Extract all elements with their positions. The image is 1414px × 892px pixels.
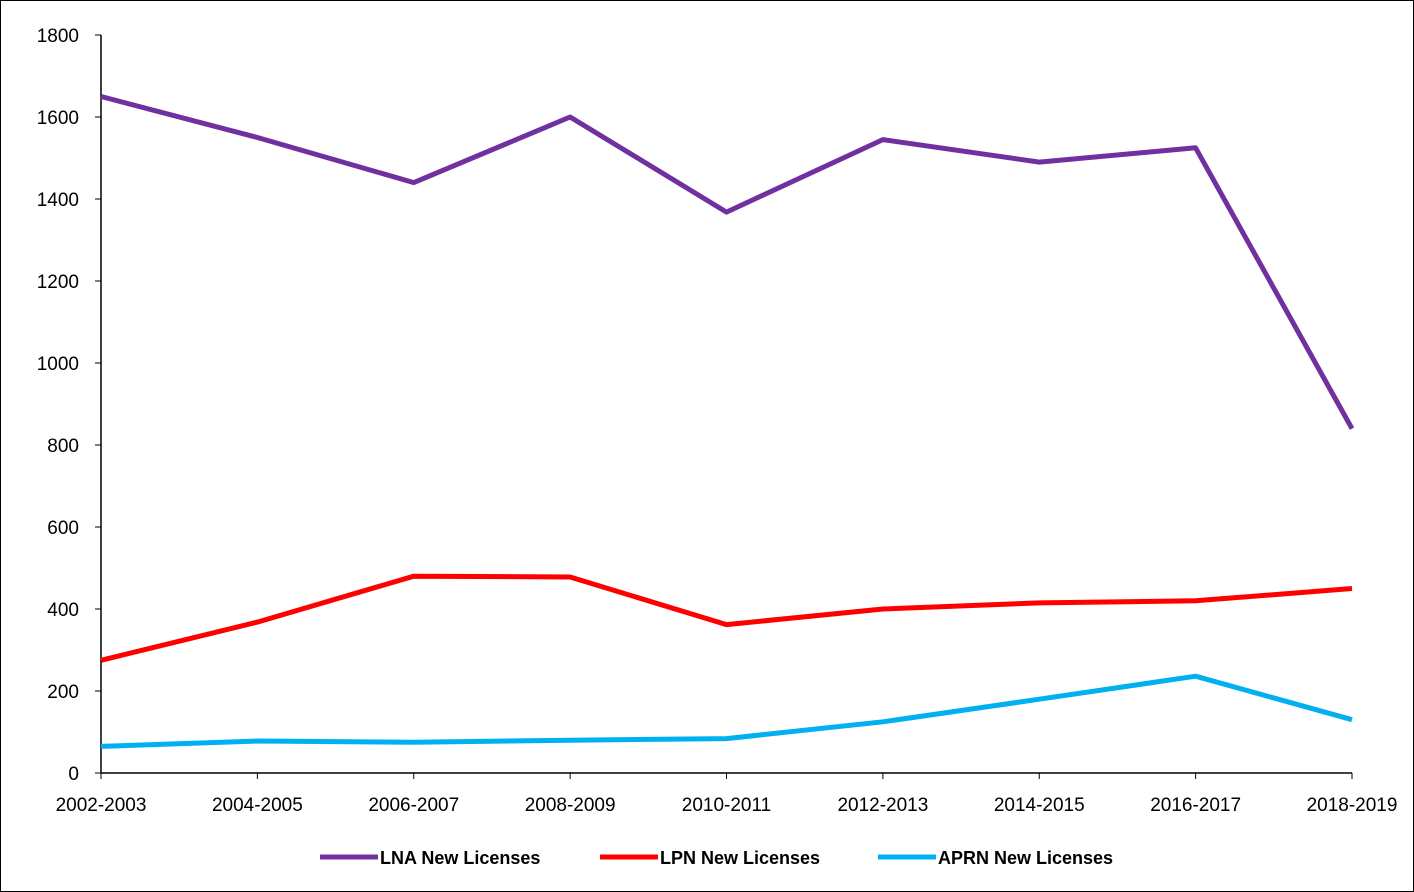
x-tick-label: 2010-2011 <box>682 795 771 816</box>
y-tick-label: 200 <box>47 682 79 703</box>
y-tick-label: 1800 <box>37 26 79 47</box>
series-line-lpn-new-licenses <box>100 573 1353 663</box>
series-line-lna-new-licenses <box>100 94 1355 430</box>
x-tick-label: 2002-2003 <box>56 795 147 816</box>
x-tick-label: 2016-2017 <box>1150 795 1241 816</box>
x-tick-label: 2012-2013 <box>837 795 928 816</box>
y-tick-label: 1400 <box>37 190 79 211</box>
y-tick-label: 1000 <box>37 354 79 375</box>
legend-label-lpn-new-licenses: LPN New Licenses <box>660 848 820 868</box>
series-line-aprn-new-licenses <box>100 673 1353 749</box>
legend: LNA New Licenses LPN New Licenses APRN New… <box>320 848 1113 868</box>
x-tick-label: 2014-2015 <box>994 795 1085 816</box>
x-tick-label: 2004-2005 <box>212 795 303 816</box>
legend-label-aprn-new-licenses: APRN New Licenses <box>938 848 1113 868</box>
y-tick-label: 1200 <box>37 272 79 293</box>
series-lines <box>100 94 1355 749</box>
y-tick-label: 600 <box>47 518 79 539</box>
x-tick-label: 2018-2019 <box>1307 795 1398 816</box>
y-tick-label: 0 <box>68 764 79 785</box>
legend-label-lna-new-licenses: LNA New Licenses <box>380 848 540 868</box>
y-tick-label: 400 <box>47 600 79 621</box>
x-tick-label: 2008-2009 <box>525 795 616 816</box>
x-axis-ticks: 2002-2003 2004-2005 2006-2007 2008-2009 2010… <box>56 773 1398 816</box>
y-tick-label: 1600 <box>37 108 79 129</box>
y-axis-ticks: 0 200 400 600 800 1000 1200 1400 1600 1800 <box>37 26 101 785</box>
y-tick-label: 800 <box>47 436 79 457</box>
x-tick-label: 2006-2007 <box>368 795 459 816</box>
